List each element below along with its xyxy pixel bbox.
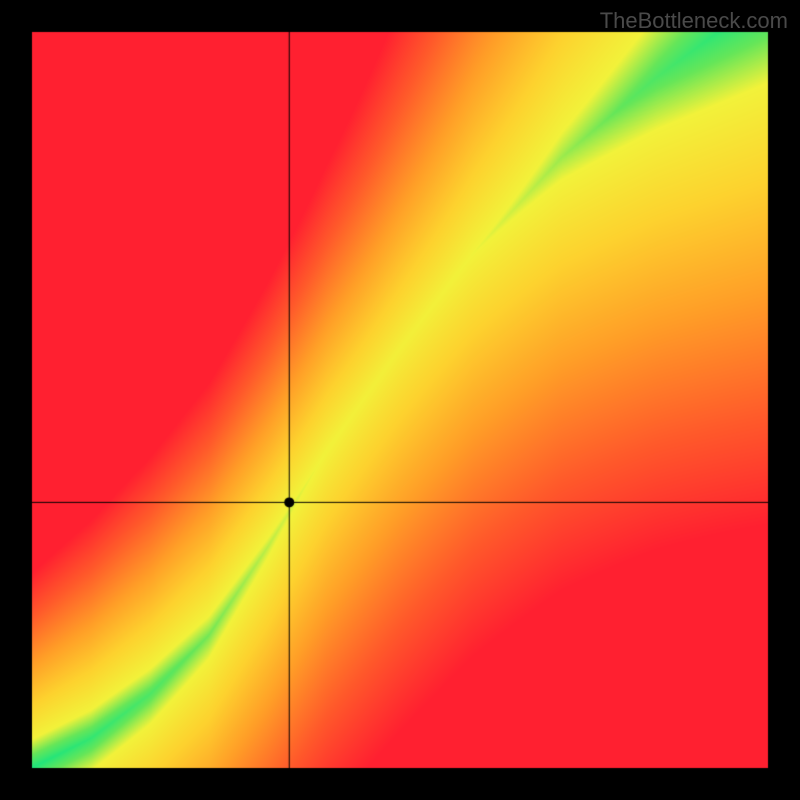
- heatmap-canvas: [0, 0, 800, 800]
- bottleneck-heatmap: TheBottleneck.com: [0, 0, 800, 800]
- watermark-text: TheBottleneck.com: [600, 8, 788, 34]
